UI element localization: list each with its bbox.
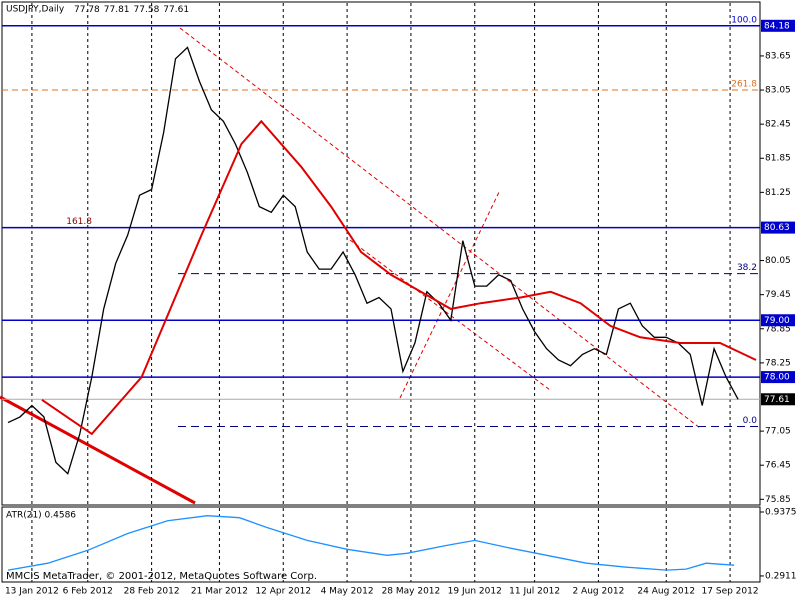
- quote: 77.78 77.81 77.58 77.61: [74, 5, 189, 15]
- series-line: [7, 515, 735, 571]
- level-box: [761, 371, 795, 384]
- series-line: [7, 46, 739, 475]
- y-tick-label: 75.85: [765, 495, 791, 505]
- price-box: [761, 393, 795, 406]
- atr-frame: [1, 506, 761, 583]
- trend-line: [179, 27, 701, 429]
- y-tick-label: 82.45: [765, 120, 791, 130]
- x-tick-label: 24 Aug 2012: [637, 587, 695, 597]
- fibo-label: 100.0: [731, 15, 757, 25]
- level-label: 84.18: [764, 21, 790, 31]
- x-tick-label: 12 Apr 2012: [255, 587, 311, 597]
- x-tick-label: 11 Jul 2012: [509, 587, 560, 597]
- trend-line: [0, 395, 196, 505]
- y-tick-label: 81.25: [765, 188, 791, 198]
- atr-title: ATR(21) 0.4586: [6, 511, 76, 521]
- trend-line: [399, 189, 501, 399]
- level-label: 79.00: [764, 316, 790, 326]
- x-tick-label: 28 May 2012: [382, 587, 441, 597]
- x-tick-label: 19 Jun 2012: [448, 587, 502, 597]
- y-tick-label: 77.05: [765, 427, 791, 437]
- quote-value: 77.81: [104, 5, 130, 15]
- y-tick-label: 81.85: [765, 154, 791, 164]
- level-box: [761, 314, 795, 327]
- level-box: [761, 221, 795, 234]
- x-tick-label: 6 Feb 2012: [63, 587, 113, 597]
- y-tick-label: 80.05: [765, 256, 791, 266]
- quote-value: 77.78: [74, 5, 100, 15]
- main-frame: [1, 1, 761, 506]
- y-tick-label: 83.65: [765, 51, 791, 61]
- series-line: [41, 119, 757, 436]
- level-box: [761, 19, 795, 32]
- footer: MMCIS MetaTrader, © 2001-2012, MetaQuote…: [6, 571, 317, 582]
- x-tick-label: 13 Jan 2012: [5, 587, 59, 597]
- x-tick-label: 28 Feb 2012: [124, 587, 180, 597]
- level-label: 78.00: [764, 373, 790, 383]
- y-tick-label: 78.25: [765, 358, 791, 368]
- quote-value: 77.61: [163, 5, 189, 15]
- y-tick-label: 76.45: [765, 461, 791, 471]
- y-tick-label: 0.9375: [765, 507, 797, 517]
- x-tick-label: 4 May 2012: [321, 587, 374, 597]
- fibo-label: 161.8: [66, 217, 92, 227]
- symbol-title: USDJPY,Daily: [6, 5, 65, 15]
- y-tick-label: 79.45: [765, 290, 791, 300]
- x-tick-label: 21 Mar 2012: [191, 587, 248, 597]
- x-tick-label: 2 Aug 2012: [572, 587, 624, 597]
- level-label: 80.63: [764, 223, 790, 233]
- y-tick-label: 0.2911: [765, 571, 797, 581]
- quote-value: 77.58: [134, 5, 160, 15]
- y-tick-label: 83.05: [765, 86, 791, 96]
- fibo-label: 0.0: [743, 416, 758, 426]
- y-tick-label: 78.85: [765, 324, 791, 334]
- price-label: 77.61: [764, 395, 790, 405]
- fibo-label: 261.8: [731, 80, 757, 90]
- fibo-label: 38.2: [737, 263, 757, 273]
- x-tick-label: 17 Sep 2012: [702, 587, 759, 597]
